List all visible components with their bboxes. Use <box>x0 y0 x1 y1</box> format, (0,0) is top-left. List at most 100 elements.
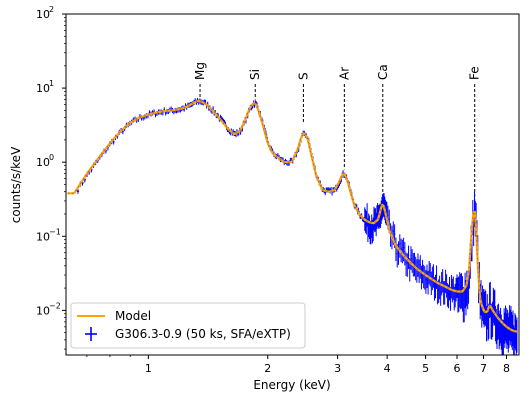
data-point <box>416 259 418 283</box>
line-label-s: S <box>296 72 310 80</box>
y-tick-exponent: −1 <box>49 227 61 236</box>
line-label-fe: Fe <box>468 66 482 80</box>
data-point <box>434 274 437 299</box>
legend-data-label: G306.3-0.9 (50 ks, SFA/eXTP) <box>115 327 291 341</box>
data-point <box>449 287 451 311</box>
data-point <box>369 220 371 245</box>
line-label-mg: Mg <box>193 62 207 80</box>
data-point <box>489 282 491 318</box>
y-tick-base: 10 <box>36 156 50 169</box>
y-tick-exponent: −2 <box>49 301 61 310</box>
x-tick-label: 8 <box>503 362 510 375</box>
data-point <box>428 261 430 285</box>
y-tick-label: 10 −1 <box>36 227 61 243</box>
data-point <box>452 276 454 301</box>
legend-box <box>70 302 306 349</box>
x-axis-label: Energy (keV) <box>253 378 330 392</box>
data-point <box>402 237 405 262</box>
data-point <box>458 276 460 312</box>
data-point <box>397 241 400 265</box>
y-axis-label: counts/s/keV <box>9 146 23 223</box>
data-point <box>464 272 466 309</box>
y-tick-label: 10 2 <box>36 5 54 21</box>
legend-model-label: Model <box>115 309 151 323</box>
data-point <box>417 253 419 277</box>
data-point <box>463 286 465 323</box>
legend: Model G306.3-0.9 (50 ks, SFA/eXTP) <box>70 302 306 349</box>
data-point <box>405 252 407 277</box>
data-point <box>411 249 413 273</box>
data-point <box>368 215 370 240</box>
data-point <box>440 282 442 306</box>
data-point <box>427 271 429 295</box>
data-point <box>406 253 408 277</box>
y-tick-base: 10 <box>36 8 50 21</box>
model-overlay-dots <box>67 100 517 332</box>
x-tick-label: 3 <box>334 362 341 375</box>
x-tick-label: 7 <box>480 362 487 375</box>
data-point <box>365 210 367 235</box>
data-point <box>439 275 441 300</box>
y-tick-exponent: 1 <box>49 79 54 88</box>
data-point <box>410 246 412 270</box>
data-point <box>484 289 486 325</box>
data-point <box>461 276 463 312</box>
y-tick-base: 10 <box>36 82 50 95</box>
x-tick-label: 4 <box>384 362 391 375</box>
x-axis-ticks: 1 2 3 4 5 6 7 8 <box>86 355 510 375</box>
x-tick-label: 2 <box>264 362 271 375</box>
data-point <box>399 234 401 258</box>
data-point <box>446 274 448 298</box>
data-point <box>441 271 443 296</box>
data-point <box>457 277 459 313</box>
data-point <box>76 188 80 194</box>
line-label-si: Si <box>248 69 262 80</box>
data-point <box>413 252 416 277</box>
line-label-ar: Ar <box>337 67 351 80</box>
x-tick-label: 1 <box>145 362 152 375</box>
data-point <box>400 238 402 263</box>
y-tick-exponent: 0 <box>49 153 54 162</box>
data-point <box>459 272 461 308</box>
x-tick-label: 5 <box>422 362 429 375</box>
data-point <box>371 214 373 238</box>
data-point <box>482 285 484 321</box>
data-point <box>404 241 406 266</box>
data-point <box>401 239 403 264</box>
data-point <box>455 277 457 302</box>
y-tick-base: 10 <box>36 230 50 243</box>
data-point <box>494 289 496 325</box>
data-point <box>407 245 410 270</box>
data-point <box>436 265 438 289</box>
data-point <box>489 281 491 318</box>
line-label-ca: Ca <box>376 64 390 80</box>
y-tick-exponent: 2 <box>49 5 54 14</box>
y-tick-label: 10 0 <box>36 153 54 169</box>
data-point <box>456 274 458 298</box>
data-point <box>395 237 397 262</box>
data-point <box>481 292 483 328</box>
data-point <box>445 269 447 294</box>
data-point <box>419 255 421 279</box>
data-point <box>442 269 444 293</box>
data-point <box>366 203 368 227</box>
y-tick-label: 10 −2 <box>36 301 61 317</box>
data-point <box>450 274 452 299</box>
x-tick-label: 6 <box>453 362 460 375</box>
data-point <box>516 317 518 353</box>
data-point <box>485 290 487 327</box>
model-series <box>67 99 517 333</box>
data-point <box>429 263 431 287</box>
data-point <box>430 271 432 296</box>
data-point <box>437 280 439 305</box>
y-tick-base: 10 <box>36 304 50 317</box>
data-point <box>423 264 425 289</box>
data-point <box>370 220 372 245</box>
data-point <box>432 264 434 288</box>
y-tick-label: 10 1 <box>36 79 54 95</box>
data-point <box>512 310 514 346</box>
data-point <box>420 265 422 290</box>
data-point <box>444 281 446 305</box>
